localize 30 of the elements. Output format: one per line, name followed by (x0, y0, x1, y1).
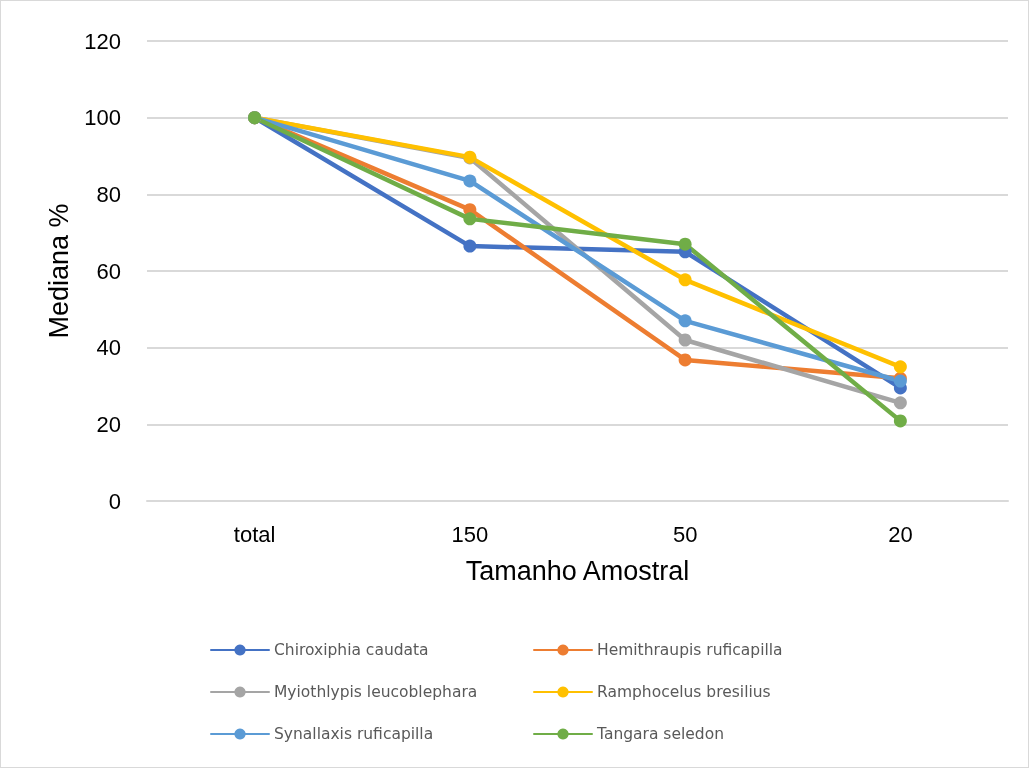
point (893, 396, 907, 410)
x-tick-label: 50 (672, 521, 698, 547)
legend-label: Myiothlypis leucoblephara (274, 683, 478, 701)
y-tick-label: 120 (84, 28, 121, 54)
legend-label: Tangara seledon (596, 725, 724, 743)
point (678, 273, 692, 287)
y-tick-label: 60 (96, 258, 121, 284)
y-tick-label: 40 (96, 335, 121, 361)
point (463, 174, 477, 188)
legend-label: Hemithraupis ruficapilla (597, 641, 783, 659)
legend-label: Ramphocelus bresilius (597, 683, 771, 701)
point (893, 414, 907, 428)
point (678, 333, 692, 347)
y-tick-label: 80 (96, 181, 121, 207)
point (678, 237, 692, 251)
point (893, 360, 907, 374)
x-tick-label: 150 (451, 521, 489, 547)
point (678, 353, 692, 367)
y-tick-label: 100 (84, 105, 121, 131)
x-tick-label: 20 (888, 521, 913, 547)
y-tick-label: 20 (96, 411, 121, 437)
point (463, 212, 477, 226)
legend-label: Synallaxis ruficapilla (274, 725, 434, 743)
y-tick-label: 0 (108, 488, 121, 514)
y-axis-title: Mediana % (43, 203, 74, 339)
x-axis-title: Tamanho Amostral (465, 555, 690, 586)
x-tick-label: total (233, 521, 276, 547)
point (463, 239, 477, 253)
point (678, 314, 692, 328)
legend-label: Chiroxiphia caudata (274, 641, 429, 659)
